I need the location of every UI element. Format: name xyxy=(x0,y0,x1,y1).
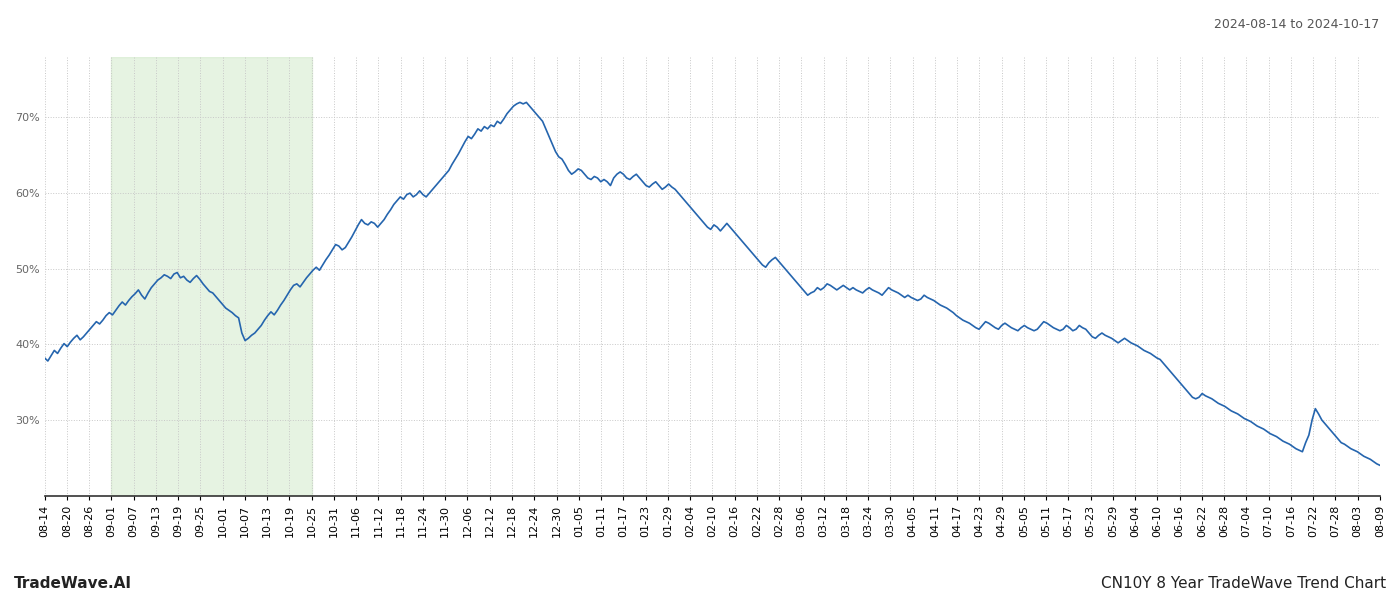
Text: TradeWave.AI: TradeWave.AI xyxy=(14,576,132,591)
Bar xyxy=(112,57,312,496)
Text: CN10Y 8 Year TradeWave Trend Chart: CN10Y 8 Year TradeWave Trend Chart xyxy=(1100,576,1386,591)
Text: 2024-08-14 to 2024-10-17: 2024-08-14 to 2024-10-17 xyxy=(1214,18,1379,31)
